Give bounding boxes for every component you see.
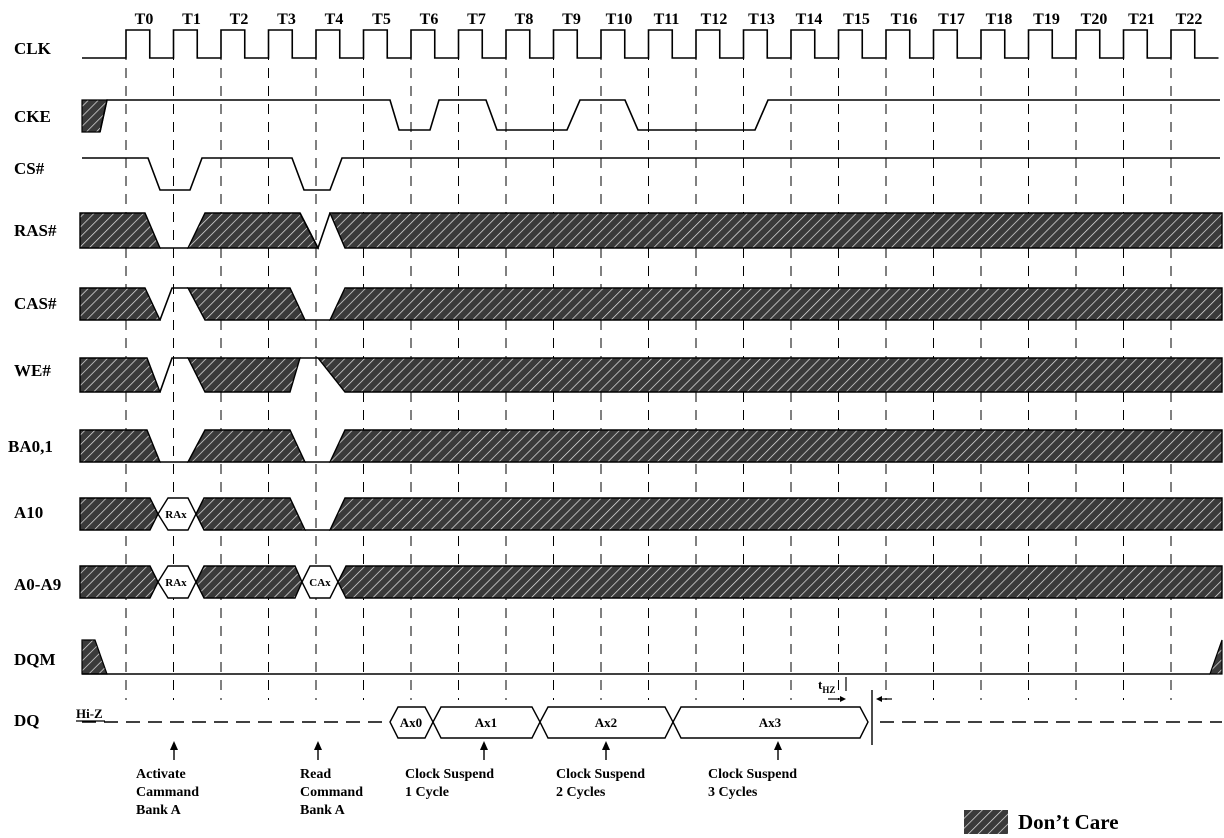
signal-label-a0-a9: A0-A9 — [14, 575, 61, 594]
a10-row-address-label: RAx — [165, 509, 187, 521]
legend-dont-care-label: Don’t Care — [1018, 810, 1119, 834]
ba01-waveform — [79, 429, 1223, 463]
clock-label-t2: T2 — [230, 11, 249, 28]
signal-label-dq: DQ — [14, 711, 40, 730]
thz-label: tHZ — [818, 677, 835, 695]
clock-label-t20: T20 — [1081, 11, 1108, 28]
a0-a9-waveform: RAx CAx — [79, 565, 1223, 599]
clock-label-t8: T8 — [515, 11, 534, 28]
legend: Don’t Care — [964, 810, 1119, 834]
dq-ax3-label: Ax3 — [759, 715, 782, 730]
dqm-waveform — [81, 639, 1223, 675]
clock-label-t7: T7 — [467, 11, 486, 28]
annotation-read: Read Command Bank A — [300, 767, 367, 818]
annotation-activate: Activate Cammand Bank A — [136, 767, 203, 818]
we-waveform — [79, 357, 1223, 393]
clock-label-t17: T17 — [938, 11, 965, 28]
clock-label-t4: T4 — [325, 11, 344, 28]
clock-label-t16: T16 — [891, 11, 918, 28]
dq-waveform: Hi-Z Ax0 Ax1 Ax2 Ax3 tHZ — [76, 677, 1222, 745]
signal-label-cs: CS# — [14, 159, 45, 178]
signal-label-ba01: BA0,1 — [8, 437, 53, 456]
annotations: Activate Cammand Bank A Read Command Ban… — [136, 767, 801, 818]
clock-label-t1: T1 — [182, 11, 201, 28]
signal-label-we: WE# — [14, 361, 51, 380]
clock-label-t0: T0 — [135, 11, 154, 28]
signal-label-a10: A10 — [14, 503, 43, 522]
cs-waveform — [82, 157, 1220, 191]
dq-ax2-label: Ax2 — [595, 715, 617, 730]
clock-label-t21: T21 — [1128, 11, 1155, 28]
clock-label-t10: T10 — [606, 11, 633, 28]
clock-label-t11: T11 — [654, 11, 680, 28]
clock-labels: T0 T1 T2 T3 T4 T5 T6 T7 T8 T9 T10 T11 T12 T13 T14 T15 T1… — [135, 11, 1203, 28]
signal-label-ras: RAS# — [14, 221, 57, 240]
annotation-suspend-3: Clock Suspend 3 Cycles — [708, 767, 801, 800]
a10-waveform: RAx — [79, 497, 1223, 531]
clock-label-t6: T6 — [420, 11, 439, 28]
signal-label-cke: CKE — [14, 107, 51, 126]
dq-ax0-label: Ax0 — [400, 715, 422, 730]
signal-label-clk: CLK — [14, 39, 52, 58]
clk-waveform — [82, 29, 1219, 59]
signal-labels: CLK CKE CS# RAS# CAS# WE# BA0,1 A10 A0-A… — [8, 39, 61, 730]
dq-ax1-label: Ax1 — [475, 715, 497, 730]
signal-label-cas: CAS# — [14, 294, 57, 313]
thz-marker: tHZ — [818, 677, 892, 702]
cke-line — [99, 99, 1220, 133]
annotation-suspend-1: Clock Suspend 1 Cycle — [405, 767, 498, 800]
clock-label-t13: T13 — [748, 11, 775, 28]
clock-label-t9: T9 — [562, 11, 581, 28]
cas-waveform — [79, 287, 1223, 321]
clock-label-t12: T12 — [701, 11, 728, 28]
a09-row-address-label: RAx — [165, 577, 187, 589]
clock-label-t14: T14 — [796, 11, 823, 28]
a09-column-address-label: CAx — [309, 577, 331, 589]
signal-label-dqm: DQM — [14, 650, 56, 669]
cke-waveform — [81, 99, 1220, 133]
clock-label-t18: T18 — [986, 11, 1013, 28]
annotation-arrows — [170, 741, 782, 760]
annotation-suspend-2: Clock Suspend 2 Cycles — [556, 767, 649, 800]
legend-dont-care-swatch — [964, 810, 1008, 834]
clock-label-t22: T22 — [1176, 11, 1203, 28]
dq-hiz-label: Hi-Z — [76, 706, 103, 721]
clock-label-t19: T19 — [1033, 11, 1060, 28]
ras-waveform — [79, 212, 1223, 251]
clock-label-t15: T15 — [843, 11, 870, 28]
clock-label-t3: T3 — [277, 11, 296, 28]
clock-label-t5: T5 — [372, 11, 391, 28]
dq-data-ax3 — [672, 706, 869, 739]
